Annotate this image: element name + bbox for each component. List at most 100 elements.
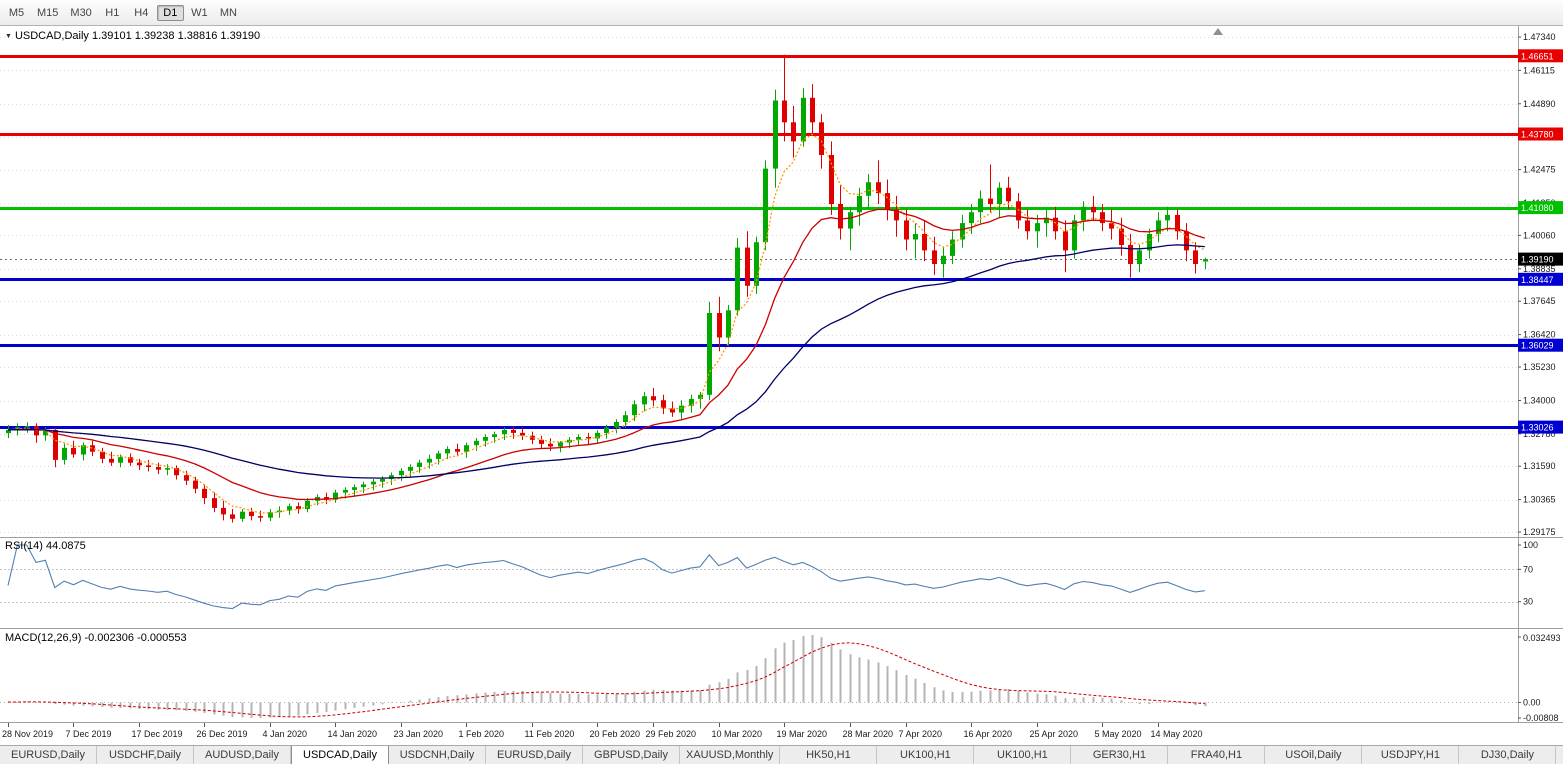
tab-usdjpy-h1[interactable]: USDJPY,H1 (1362, 746, 1460, 764)
svg-text:1.46115: 1.46115 (1523, 65, 1555, 75)
svg-text:1.42475: 1.42475 (1523, 165, 1556, 175)
svg-text:23 Jan 2020: 23 Jan 2020 (394, 729, 444, 739)
tab-usdchf-daily[interactable]: USDCHF,Daily (97, 746, 194, 764)
tab-usdcnh-daily[interactable]: USDCNH,Daily (389, 746, 486, 764)
timeframe-m5[interactable]: M5 (8, 6, 25, 19)
svg-text:28 Mar 2020: 28 Mar 2020 (843, 729, 894, 739)
tab-label: USDCAD,Daily (303, 749, 377, 761)
tab-dj30-daily[interactable]: DJ30,Daily (1459, 746, 1557, 764)
svg-text:7 Dec 2019: 7 Dec 2019 (66, 729, 112, 739)
macd-signal-line (8, 642, 1205, 718)
svg-text:1.35230: 1.35230 (1523, 362, 1556, 372)
tab-label: FRA40,H1 (1190, 749, 1243, 761)
svg-text:10 Mar 2020: 10 Mar 2020 (712, 729, 763, 739)
svg-text:1.43780: 1.43780 (1521, 130, 1554, 140)
tab-label: HK50,H1 (806, 749, 851, 761)
tab-label: DJ30,Daily (1480, 749, 1535, 761)
svg-text:5 May 2020: 5 May 2020 (1095, 729, 1142, 739)
svg-text:1 Feb 2020: 1 Feb 2020 (459, 729, 505, 739)
time-axis: 28 Nov 2019 7 Dec 2019 17 Dec 2019 26 Dec 2… (2, 723, 1203, 739)
svg-text:1.40060: 1.40060 (1523, 230, 1556, 240)
svg-text:-0.00808: -0.00808 (1523, 713, 1559, 723)
svg-text:25 Apr 2020: 25 Apr 2020 (1030, 729, 1079, 739)
chart-shift-marker-icon[interactable] (1213, 28, 1223, 35)
svg-text:1.36420: 1.36420 (1523, 330, 1556, 340)
level-lines[interactable] (0, 55, 1518, 429)
svg-text:1.39190: 1.39190 (1521, 255, 1554, 265)
tab-eurusd-daily[interactable]: EURUSD,Daily (486, 746, 583, 764)
tab-label: XAUUSD,Monthly (686, 749, 774, 761)
tab-hk50-h1[interactable]: HK50,H1 (780, 746, 878, 764)
svg-text:28 Nov 2019: 28 Nov 2019 (2, 729, 53, 739)
svg-text:1.30365: 1.30365 (1523, 495, 1556, 505)
tab-label: GBPUSD,Daily (594, 749, 668, 761)
svg-text:17 Dec 2019: 17 Dec 2019 (132, 729, 183, 739)
axis-tick-labels: 1.473401.461151.448901.436651.424751.412… (1518, 32, 1561, 723)
svg-text:30: 30 (1523, 597, 1533, 607)
tab-ger30-h1[interactable]: GER30,H1 (1071, 746, 1169, 764)
tab-usdcad-daily[interactable]: USDCAD,Daily (291, 746, 389, 764)
tab-audusd-daily[interactable]: AUDUSD,Daily (194, 746, 291, 764)
svg-text:1.38835: 1.38835 (1523, 264, 1556, 274)
tab-uk100-h1[interactable]: UK100,H1 (877, 746, 975, 764)
chart-area[interactable]: 1.473401.461151.448901.436651.424751.412… (0, 26, 1563, 745)
svg-text:14 May 2020: 14 May 2020 (1151, 729, 1203, 739)
tab-label: AUDUSD,Daily (205, 749, 279, 761)
timeframe-d1[interactable]: D1 (156, 4, 184, 21)
tab-label: GER30,H1 (1092, 749, 1147, 761)
svg-text:11 Feb 2020: 11 Feb 2020 (525, 729, 575, 739)
tab-eurusd-daily[interactable]: EURUSD,Daily (0, 746, 97, 764)
rsi-line (7, 544, 1205, 610)
candlestick-series (6, 54, 1208, 523)
svg-text:1.29175: 1.29175 (1523, 527, 1556, 537)
svg-text:20 Feb 2020: 20 Feb 2020 (590, 729, 641, 739)
timeframe-toolbar: M5 M15 M30 H1 H4 D1 W1 MN (0, 0, 1563, 26)
svg-text:1.47340: 1.47340 (1523, 32, 1556, 42)
timeframe-m30[interactable]: M30 (70, 6, 92, 19)
svg-text:1.33026: 1.33026 (1521, 423, 1554, 433)
timeframe-w1[interactable]: W1 (191, 6, 208, 19)
overlay-ema-slow (7, 244, 1205, 479)
svg-text:1.32780: 1.32780 (1523, 429, 1556, 439)
tab-label: EURUSD,Daily (11, 749, 85, 761)
timeframe-m15[interactable]: M15 (37, 6, 59, 19)
price-badges: 1.46651 1.43780 1.41080 1.38447 1.36029 1.330… (1518, 49, 1563, 434)
svg-text:16 Apr 2020: 16 Apr 2020 (964, 729, 1013, 739)
svg-text:26 Dec 2019: 26 Dec 2019 (197, 729, 248, 739)
tab-xauusd-monthly[interactable]: XAUUSD,Monthly (680, 746, 781, 764)
svg-text:1.41080: 1.41080 (1521, 203, 1554, 213)
overlay-ema-medium (7, 208, 1205, 501)
tab-usoil-daily[interactable]: USOil,Daily (1265, 746, 1363, 764)
svg-text:7 Apr 2020: 7 Apr 2020 (899, 729, 943, 739)
chart-canvas[interactable]: 1.473401.461151.448901.436651.424751.412… (0, 26, 1563, 745)
timeframe-mn[interactable]: MN (219, 6, 237, 19)
timeframe-h4[interactable]: H4 (134, 6, 149, 19)
svg-text:19 Mar 2020: 19 Mar 2020 (777, 729, 828, 739)
svg-text:1.37645: 1.37645 (1523, 296, 1556, 306)
timeframe-h1[interactable]: H1 (105, 6, 120, 19)
tab-label: USDCHF,Daily (108, 749, 182, 761)
svg-text:14 Jan 2020: 14 Jan 2020 (328, 729, 378, 739)
svg-text:100: 100 (1523, 540, 1538, 550)
svg-text:4 Jan 2020: 4 Jan 2020 (263, 729, 308, 739)
svg-text:1.44890: 1.44890 (1523, 99, 1556, 109)
tab-uk100-h1[interactable]: UK100,H1 (974, 746, 1072, 764)
tab-fra40-h1[interactable]: FRA40,H1 (1168, 746, 1266, 764)
tab-label: EURUSD,Daily (497, 749, 571, 761)
svg-text:0.00: 0.00 (1523, 698, 1541, 708)
svg-text:29 Feb 2020: 29 Feb 2020 (646, 729, 697, 739)
svg-text:1.34000: 1.34000 (1523, 396, 1556, 406)
overlay-ema-fast (7, 133, 1206, 514)
svg-text:0.032493: 0.032493 (1523, 633, 1561, 643)
svg-text:1.36029: 1.36029 (1521, 341, 1554, 351)
macd-histogram (7, 635, 1207, 718)
svg-text:1.31590: 1.31590 (1523, 461, 1556, 471)
svg-text:70: 70 (1523, 564, 1533, 574)
tab-label: USDCNH,Daily (399, 749, 475, 761)
tab-gbpusd-daily[interactable]: GBPUSD,Daily (583, 746, 680, 764)
tab-label: UK100,H1 (900, 749, 951, 761)
svg-text:1.46651: 1.46651 (1521, 51, 1554, 61)
svg-text:1.38447: 1.38447 (1521, 275, 1554, 285)
chart-tab-bar: EURUSD,Daily USDCHF,Daily AUDUSD,Daily USDC… (0, 745, 1563, 764)
tab-label: UK100,H1 (997, 749, 1048, 761)
